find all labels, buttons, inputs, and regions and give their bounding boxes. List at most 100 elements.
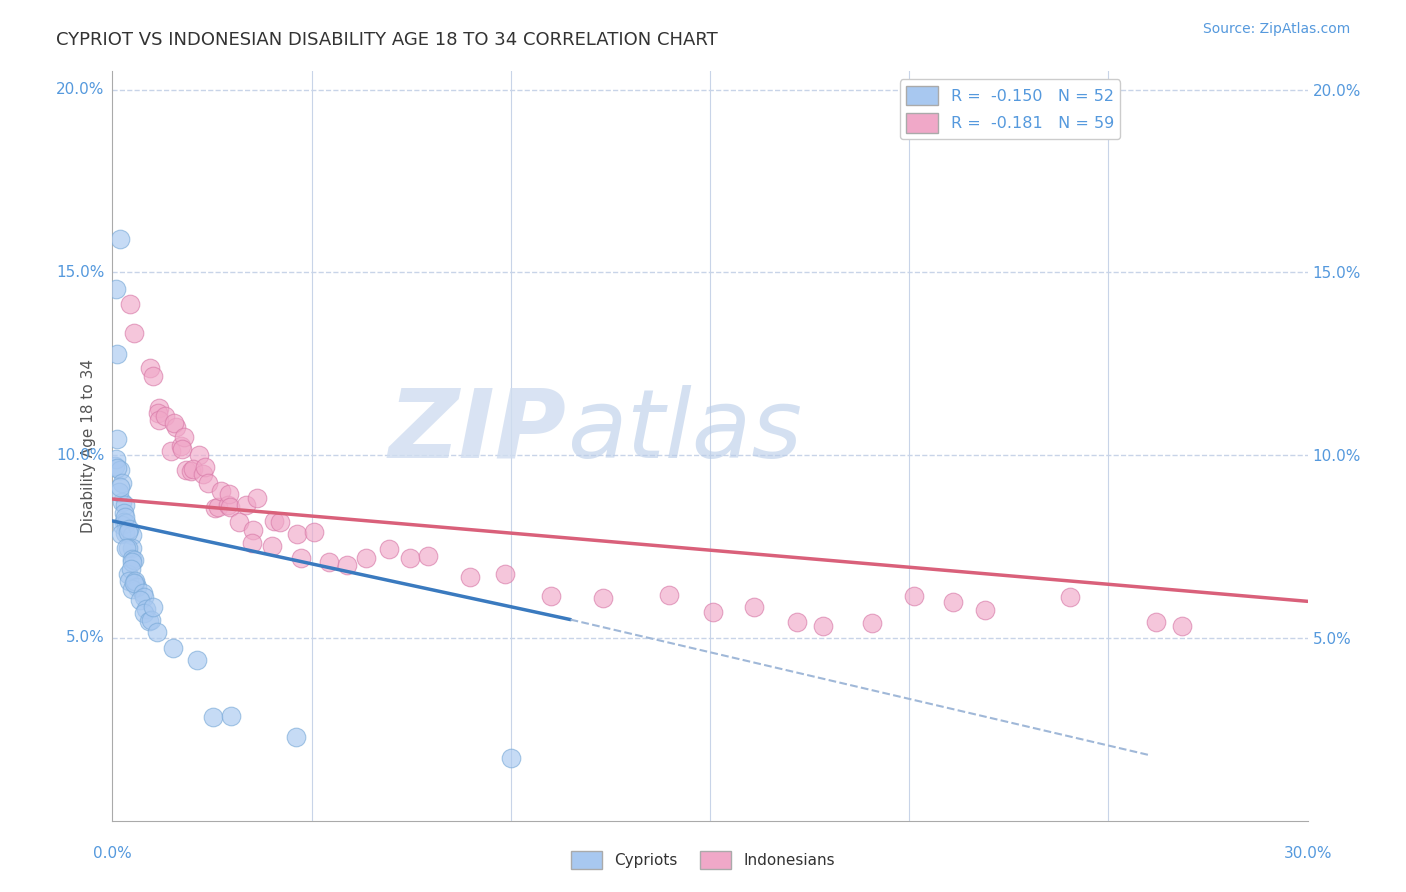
- Point: [702, 605, 724, 619]
- Point: [240, 536, 263, 550]
- Point: [942, 595, 965, 609]
- Point: [110, 463, 132, 477]
- Point: [186, 652, 208, 666]
- Text: 0.0%: 0.0%: [93, 847, 132, 861]
- Point: [111, 476, 134, 491]
- Point: [201, 710, 224, 724]
- Text: CYPRIOT VS INDONESIAN DISABILITY AGE 18 TO 34 CORRELATION CHART: CYPRIOT VS INDONESIAN DISABILITY AGE 18 …: [56, 31, 718, 49]
- Point: [197, 476, 219, 491]
- Point: [285, 527, 308, 541]
- Text: 15.0%: 15.0%: [56, 265, 104, 280]
- Point: [742, 600, 765, 615]
- Point: [111, 495, 134, 509]
- Point: [110, 518, 132, 533]
- Point: [180, 464, 202, 478]
- Point: [194, 460, 217, 475]
- Point: [378, 541, 401, 556]
- Point: [302, 524, 325, 539]
- Point: [592, 591, 614, 605]
- Text: 20.0%: 20.0%: [56, 82, 104, 97]
- Point: [494, 566, 516, 581]
- Point: [121, 555, 143, 569]
- Point: [218, 500, 240, 514]
- Point: [148, 413, 170, 427]
- Point: [336, 558, 359, 572]
- Point: [242, 523, 264, 537]
- Point: [540, 589, 562, 603]
- Point: [1144, 615, 1167, 629]
- Point: [104, 458, 127, 473]
- Point: [105, 461, 128, 475]
- Point: [108, 232, 131, 246]
- Point: [120, 296, 142, 310]
- Point: [173, 430, 195, 444]
- Point: [142, 599, 165, 614]
- Point: [1171, 619, 1194, 633]
- Point: [139, 360, 162, 375]
- Point: [120, 562, 142, 576]
- Point: [148, 406, 170, 420]
- Point: [127, 580, 149, 594]
- Legend: R =  -0.150   N = 52, R =  -0.181   N = 59: R = -0.150 N = 52, R = -0.181 N = 59: [900, 79, 1121, 139]
- Text: Source: ZipAtlas.com: Source: ZipAtlas.com: [1202, 22, 1350, 37]
- Point: [114, 516, 136, 530]
- Point: [160, 443, 183, 458]
- Point: [170, 439, 193, 453]
- Point: [112, 506, 135, 520]
- Point: [114, 499, 136, 513]
- Point: [145, 624, 167, 639]
- Point: [217, 499, 239, 513]
- Point: [218, 487, 240, 501]
- Point: [139, 613, 162, 627]
- Y-axis label: Disability Age 18 to 34: Disability Age 18 to 34: [80, 359, 96, 533]
- Point: [135, 601, 157, 615]
- Point: [501, 751, 523, 765]
- Point: [172, 442, 194, 456]
- Point: [112, 516, 135, 530]
- Point: [181, 462, 204, 476]
- Point: [118, 522, 141, 536]
- Point: [128, 593, 150, 607]
- Point: [263, 514, 285, 528]
- Point: [142, 368, 165, 383]
- Point: [860, 615, 883, 630]
- Point: [114, 510, 136, 524]
- Point: [399, 550, 422, 565]
- Point: [207, 500, 229, 514]
- Point: [122, 326, 145, 341]
- Point: [165, 420, 187, 434]
- Point: [121, 552, 143, 566]
- Point: [114, 541, 136, 556]
- Point: [121, 527, 143, 541]
- Point: [155, 409, 177, 424]
- Point: [290, 550, 312, 565]
- Point: [132, 586, 155, 600]
- Point: [211, 483, 233, 498]
- Point: [235, 499, 257, 513]
- Point: [903, 589, 925, 603]
- Point: [204, 501, 226, 516]
- Point: [138, 614, 160, 628]
- Point: [245, 491, 267, 506]
- Point: [188, 448, 211, 462]
- Point: [1059, 590, 1081, 604]
- Point: [108, 479, 131, 493]
- Text: 5.0%: 5.0%: [66, 631, 104, 646]
- Text: ZIP: ZIP: [388, 384, 567, 477]
- Point: [163, 416, 186, 430]
- Point: [121, 541, 143, 555]
- Point: [117, 567, 139, 582]
- Point: [356, 550, 378, 565]
- Point: [124, 553, 146, 567]
- Point: [148, 401, 170, 416]
- Point: [191, 467, 214, 481]
- Point: [318, 555, 340, 569]
- Point: [122, 575, 145, 590]
- Point: [117, 524, 139, 539]
- Point: [262, 539, 284, 553]
- Point: [124, 575, 146, 590]
- Point: [124, 574, 146, 588]
- Point: [458, 570, 481, 584]
- Point: [162, 640, 184, 655]
- Text: atlas: atlas: [567, 384, 801, 477]
